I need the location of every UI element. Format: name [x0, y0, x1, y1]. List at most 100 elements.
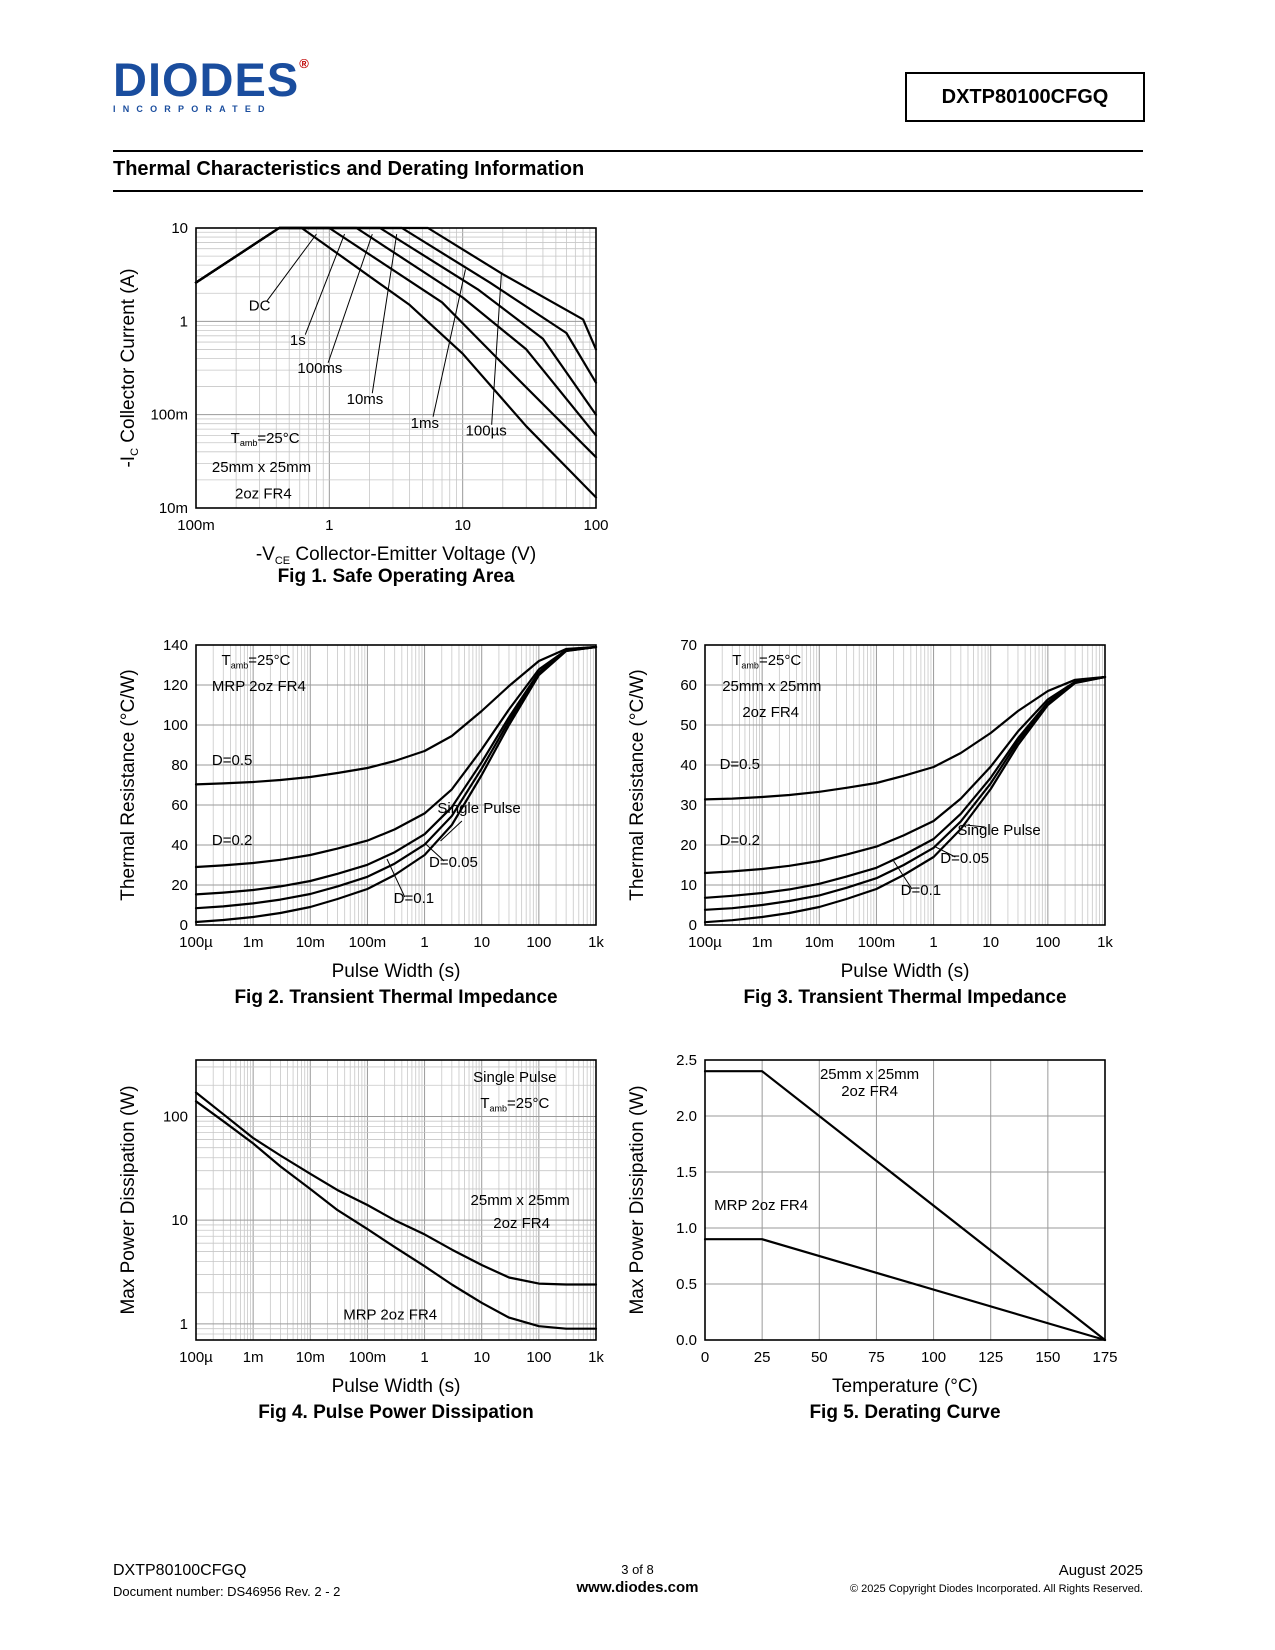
fig5-y-tick: 0.0 [676, 1332, 697, 1349]
fig5-x-tick: 175 [1092, 1349, 1117, 1366]
fig5-x-tick: 50 [811, 1349, 828, 1366]
fig5-y-tick: 2.5 [676, 1052, 697, 1069]
fig3-annotation: D=0.5 [720, 756, 760, 773]
fig3-x-tick: 100µ [688, 934, 722, 951]
fig5-series-MRP 2oz FR4 [703, 1238, 1107, 1342]
fig3-annotation: D=0.05 [940, 850, 989, 867]
fig4-plot-border [195, 1059, 597, 1341]
fig2-plot-border [195, 644, 597, 926]
fig4-y-tick: 10 [171, 1212, 188, 1229]
fig3-y-tick: 60 [680, 677, 697, 694]
fig5-plot-border [704, 1059, 1106, 1341]
footer-page-number: 3 of 8 [621, 1562, 654, 1577]
fig3-y-tick: 50 [680, 717, 697, 734]
fig3-y-axis-title: Thermal Resistance (°C/W) [627, 669, 648, 900]
footer-website-link[interactable]: www.diodes.com [576, 1579, 699, 1596]
fig3-y-tick: 30 [680, 797, 697, 814]
fig3-annotation: D=0.1 [901, 882, 941, 899]
fig2-plot: 100µ 1m 10m 100m 1 10 100 1k 0 20 40 60 80 100 120 140 P… [118, 637, 604, 982]
fig4-plot: 100µ 1m 10m 100m 1 10 100 1k 1 10 100 Pulse Width (… [118, 1059, 604, 1397]
fig2-x-tick: 100m [349, 934, 387, 951]
fig1-leader-line [327, 233, 373, 363]
fig1-x-tick: 1 [325, 517, 333, 534]
fig3-y-tick: 0 [689, 917, 697, 934]
fig3-y-tick: 10 [680, 877, 697, 894]
fig3-series-D=0.2 [703, 675, 1107, 875]
fig5-annotation: 2oz FR4 [841, 1083, 898, 1100]
fig1-x-tick: 10 [454, 517, 471, 534]
fig3-x-tick: 10m [805, 934, 834, 951]
fig3-y-tick: 70 [680, 637, 697, 654]
part-number: DXTP80100CFGQ [941, 85, 1109, 108]
footer-doc-number: Document number: DS46956 Rev. 2 - 2 [113, 1584, 341, 1599]
fig4-y-axis-title: Max Power Dissipation (W) [118, 1085, 139, 1314]
fig1-annotation: 25mm x 25mm [212, 459, 311, 476]
fig4-x-tick: 1m [243, 1349, 264, 1366]
fig5-x-tick: 150 [1035, 1349, 1060, 1366]
fig3-leader-line [965, 824, 986, 828]
fig1-annotation: 1ms [411, 415, 439, 432]
fig1-annotation: 10ms [347, 391, 384, 408]
fig5-x-tick: 25 [754, 1349, 771, 1366]
fig3-leader-line [934, 846, 956, 858]
footer-copyright: © 2025 Copyright Diodes Incorporated. Al… [849, 1583, 1143, 1595]
fig1-series-100ms [194, 226, 598, 437]
fig2-y-tick: 0 [180, 917, 188, 934]
fig2-annotation: MRP 2oz FR4 [212, 678, 306, 695]
fig5-x-tick: 0 [701, 1349, 709, 1366]
fig2-series-Single Pulse [194, 645, 598, 924]
fig5-x-tick: 75 [868, 1349, 885, 1366]
fig3-x-axis-title: Pulse Width (s) [841, 961, 970, 982]
fig1-y-tick: 100m [150, 407, 188, 424]
fig2-annotation: D=0.2 [212, 832, 252, 849]
fig3-annotation: D=0.2 [720, 832, 760, 849]
fig2-leader-line [440, 820, 463, 842]
fig2-x-tick: 1 [420, 934, 428, 951]
fig3-series-D=0.1 [703, 675, 1107, 899]
fig5-annotation: 25mm x 25mm [820, 1066, 919, 1083]
fig5-y-tick: 2.0 [676, 1108, 697, 1125]
fig4-x-tick: 10 [473, 1349, 490, 1366]
fig1-annotation: Tamb=25°C [231, 430, 300, 448]
fig2-y-tick: 140 [163, 637, 188, 654]
fig2-leader-line [424, 842, 445, 862]
fig3-annotation: Single Pulse [957, 822, 1040, 839]
footer-center: 3 of 8 www.diodes.com [0, 1562, 1275, 1596]
fig4-series-25mm x 25mm 2oz FR4 [194, 1091, 598, 1286]
fig2-series-D=0.1 [194, 645, 598, 896]
fig1-x-tick: 100m [177, 517, 215, 534]
footer-part-number: DXTP80100CFGQ [113, 1562, 247, 1579]
header-rule-bottom [113, 190, 1143, 192]
fig4-x-tick: 10m [296, 1349, 325, 1366]
fig4-annotation: Tamb=25°C [480, 1095, 549, 1113]
fig5-annotation: MRP 2oz FR4 [714, 1197, 808, 1214]
fig2-x-axis-title: Pulse Width (s) [332, 961, 461, 982]
fig4-annotation: 25mm x 25mm [471, 1192, 570, 1209]
fig3-annotation: Tamb=25°C [732, 652, 801, 670]
fig2-series-D=0.5 [194, 645, 598, 786]
fig3-series-Single Pulse [703, 675, 1107, 924]
fig2-x-tick: 1m [243, 934, 264, 951]
fig3-x-tick: 1 [929, 934, 937, 951]
footer-right: August 2025 © 2025 Copyright Diodes Inco… [850, 1562, 1143, 1595]
fig1-leader-line [432, 269, 466, 417]
fig1-leader-line [266, 233, 317, 302]
fig1-safe-operating-area-chart: 100m 1 10 100 10 1 100m 10m -VCE Collector-Emitt… [110, 216, 615, 568]
fig1-y-tick: 10m [159, 500, 188, 517]
fig1-annotation: DC [249, 298, 271, 315]
fig2-x-tick: 1k [588, 934, 604, 951]
fig4-series-MRP 2oz FR4 [194, 1100, 598, 1330]
fig4-caption: Fig 4. Pulse Power Dissipation [258, 1402, 534, 1423]
fig5-y-tick: 1.5 [676, 1164, 697, 1181]
fig4-annotation: Single Pulse [473, 1069, 556, 1086]
fig5-plot: 0 25 50 75 100 125 150 175 0.0 0.5 1.0 1.5 2.0 2.5 Tem… [627, 1052, 1118, 1397]
fig3-series-D=0.5 [703, 675, 1107, 801]
fig1-annotation: 100ms [297, 360, 342, 377]
fig5-x-axis-title: Temperature (°C) [832, 1376, 978, 1397]
fig4-annotation: MRP 2oz FR4 [343, 1307, 437, 1324]
fig1-y-axis-title: -IC Collector Current (A) [118, 268, 141, 467]
fig1-x-axis-title: -VCE Collector-Emitter Voltage (V) [256, 544, 536, 567]
fig1-y-tick: 10 [171, 220, 188, 237]
fig3-x-tick: 1k [1097, 934, 1113, 951]
fig2-annotation: Tamb=25°C [222, 652, 291, 670]
